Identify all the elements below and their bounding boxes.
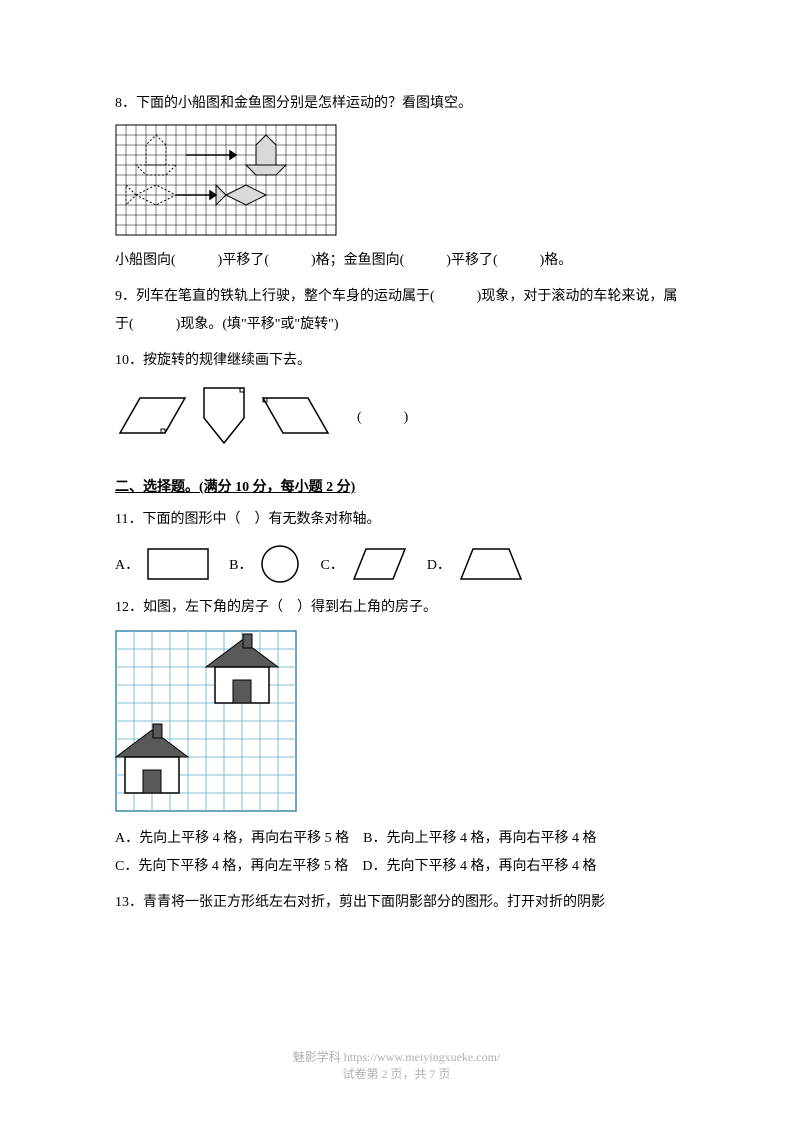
question-8: 8．下面的小船图和金鱼图分别是怎样运动的？看图填空。 (115, 90, 678, 275)
q12-figure (115, 630, 678, 817)
q10-text: 10．按旋转的规律继续画下去。 (115, 347, 678, 375)
question-10: 10．按旋转的规律继续画下去。 ( ) (115, 347, 678, 448)
q11-options: A． B． C． D． (115, 544, 678, 584)
q8-num: 8 (115, 96, 122, 111)
footer-brand: 魅影学科 https://www.meiyingxueke.com/ (0, 1048, 793, 1065)
q12-b: B．先向上平移 4 格，再向右平移 4 格 (363, 831, 596, 846)
rotation-shape-1 (115, 388, 190, 443)
q11-body: 下面的图形中（ ）有无数条对称轴。 (142, 512, 380, 527)
q12-c: C．先向下平移 4 格，再向左平移 5 格 (115, 859, 348, 874)
q11-a-label: A． (115, 554, 139, 574)
circle-icon (260, 544, 300, 584)
q8-body: 下面的小船图和金鱼图分别是怎样运动的？看图填空。 (136, 96, 472, 111)
page-footer: 魅影学科 https://www.meiyingxueke.com/ 试卷第 2… (0, 1048, 793, 1082)
rotation-shape-2 (194, 383, 254, 448)
q8-fill: 小船图向( )平移了( )格；金鱼图向( )平移了( )格。 (115, 247, 678, 275)
q11-num: 11 (115, 512, 128, 527)
rotation-shape-3 (258, 388, 333, 443)
rectangle-icon (147, 548, 209, 580)
q11-c-label: C． (320, 554, 343, 574)
section-2-header: 二、选择题。(满分 10 分，每小题 2 分) (115, 476, 678, 496)
q10-num: 10 (115, 353, 129, 368)
q11-option-c: C． (320, 547, 406, 581)
q9-text: 9．列车在笔直的铁轨上行驶，整个车身的运动属于( )现象，对于滚动的车轮来说，属… (115, 283, 678, 339)
question-9: 9．列车在笔直的铁轨上行驶，整个车身的运动属于( )现象，对于滚动的车轮来说，属… (115, 283, 678, 339)
q10-body: 按旋转的规律继续画下去。 (143, 353, 311, 368)
question-11: 11．下面的图形中（ ）有无数条对称轴。 A． B． C． D． (115, 506, 678, 584)
q11-option-a: A． (115, 548, 209, 580)
q12-a: A．先向上平移 4 格，再向右平移 5 格 (115, 831, 349, 846)
q11-option-d: D． (427, 547, 523, 581)
question-12: 12．如图，左下角的房子（ ）得到右上角的房子。 (115, 594, 678, 881)
q11-b-label: B． (229, 554, 252, 574)
footer-page: 试卷第 2 页，共 7 页 (0, 1065, 793, 1082)
q13-num: 13 (115, 895, 129, 910)
q10-figures: ( ) (115, 383, 678, 448)
q8-figure (115, 124, 678, 241)
q11-option-b: B． (229, 544, 300, 584)
q12-body: 如图，左下角的房子（ ）得到右上角的房子。 (143, 600, 437, 615)
q8-text: 8．下面的小船图和金鱼图分别是怎样运动的？看图填空。 (115, 90, 678, 118)
q9-body: 列车在笔直的铁轨上行驶，整个车身的运动属于( )现象，对于滚动的车轮来说，属于(… (115, 289, 677, 332)
question-13: 13．青青将一张正方形纸左右对折，剪出下面阴影部分的图形。打开对折的阴影 (115, 889, 678, 917)
q12-options: A．先向上平移 4 格，再向右平移 5 格 B．先向上平移 4 格，再向右平移 … (115, 825, 678, 881)
q13-body: 青青将一张正方形纸左右对折，剪出下面阴影部分的图形。打开对折的阴影 (143, 895, 605, 910)
boat-fish-grid (115, 124, 337, 236)
house-grid-svg (115, 630, 297, 812)
trapezoid-icon (459, 547, 523, 581)
q11-d-label: D． (427, 554, 451, 574)
q11-text: 11．下面的图形中（ ）有无数条对称轴。 (115, 506, 678, 534)
q12-d: D．先向下平移 4 格，再向右平移 4 格 (362, 859, 596, 874)
q12-text: 12．如图，左下角的房子（ ）得到右上角的房子。 (115, 594, 678, 622)
q10-answer-blank: ( ) (357, 406, 408, 426)
q13-text: 13．青青将一张正方形纸左右对折，剪出下面阴影部分的图形。打开对折的阴影 (115, 889, 678, 917)
q9-num: 9 (115, 289, 122, 304)
parallelogram-icon (352, 547, 407, 581)
q12-num: 12 (115, 600, 129, 615)
